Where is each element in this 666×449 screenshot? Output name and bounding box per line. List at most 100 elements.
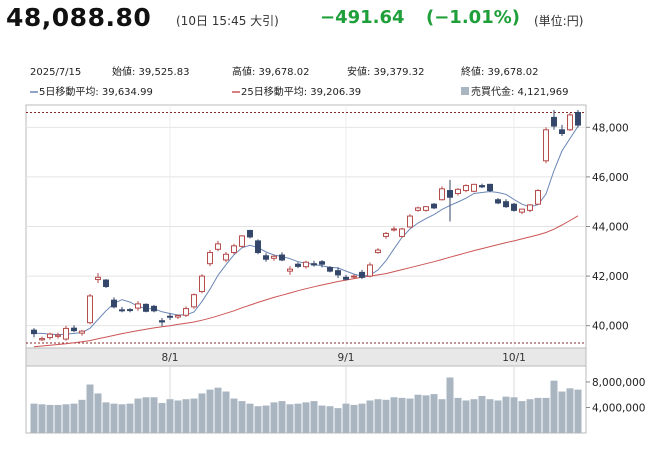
candle-body: [559, 129, 565, 135]
volume-axis-ticks: 4,000,000 8,000,000: [586, 377, 645, 414]
candle: [87, 293, 93, 325]
candle-body: [407, 215, 413, 228]
candle: [519, 208, 525, 215]
candle: [327, 266, 333, 273]
date-tick-label: 9/1: [338, 352, 355, 364]
volume-bar: [326, 406, 334, 433]
volume-bar: [398, 397, 406, 433]
candle-body: [343, 276, 349, 280]
candle-body: [279, 254, 285, 261]
volume-bar: [502, 396, 510, 433]
volume-bar: [126, 403, 134, 433]
grid-lines: [26, 105, 586, 433]
candle: [423, 206, 429, 212]
volume-bar: [390, 397, 398, 433]
info-close: 終値: 39,678.02: [461, 65, 538, 78]
candle-body: [127, 309, 133, 312]
candle: [495, 197, 501, 205]
volume-bar: [262, 405, 270, 433]
volume-bar: [470, 399, 478, 433]
volume-bar: [350, 404, 358, 433]
candle-body: [391, 228, 397, 231]
volume-bar: [430, 394, 438, 433]
candle: [311, 260, 317, 267]
candle-body: [431, 203, 437, 209]
candle-body: [263, 255, 269, 260]
volume-bar: [270, 402, 278, 433]
volume-bar: [110, 403, 118, 433]
candle: [119, 306, 125, 313]
volume-bar: [238, 401, 246, 433]
price-tick-label: 48,000: [592, 122, 629, 134]
candle: [55, 332, 61, 339]
volume-bar: [566, 388, 574, 433]
volume-bar: [54, 404, 62, 433]
volume-bar: [222, 391, 230, 433]
candle-body: [415, 207, 421, 211]
price-tick-label: 40,000: [592, 321, 629, 333]
price-tick-label: 44,000: [592, 222, 629, 234]
candle: [447, 179, 453, 222]
candle-body: [503, 201, 509, 208]
candle-body: [471, 183, 477, 192]
candle-body: [183, 308, 189, 316]
ma25-line: [33, 215, 579, 348]
volume-bar: [230, 398, 238, 433]
candle: [79, 329, 85, 336]
volume-bar: [550, 380, 558, 433]
candle: [535, 189, 541, 205]
candle: [279, 252, 285, 262]
volume-bar: [190, 398, 198, 433]
candle-body: [31, 329, 37, 335]
candle-body: [311, 263, 317, 266]
volume-bar: [62, 404, 70, 433]
candle-body: [95, 276, 101, 281]
volume-bar: [542, 397, 550, 433]
candle: [255, 239, 261, 255]
candle: [503, 199, 509, 208]
volume-bar: [134, 398, 142, 433]
candle-body: [367, 264, 373, 277]
candle-body: [207, 252, 213, 265]
candle-body: [47, 333, 53, 339]
info-volume: 売買代金: 4,121,969: [471, 85, 568, 98]
candle: [351, 274, 357, 279]
volume-bar: [334, 408, 342, 433]
candle: [527, 204, 533, 213]
volume-bar: [510, 397, 518, 433]
candle: [111, 297, 117, 309]
candle: [319, 259, 325, 268]
candle: [127, 308, 133, 313]
candle: [167, 313, 173, 320]
volume-tick-label: 4,000,000: [592, 402, 645, 414]
candle-body: [103, 279, 109, 288]
volume-bar: [94, 393, 102, 433]
info-ma25: 25日移動平均: 39,206.39: [241, 85, 361, 98]
candle-body: [39, 338, 45, 341]
volume-bar: [518, 401, 526, 433]
unit-label: (単位:円): [534, 14, 584, 28]
volume-bar: [494, 400, 502, 433]
candle: [399, 227, 405, 238]
volume-bar: [422, 395, 430, 433]
candle-body: [327, 266, 333, 272]
volume-bar: [182, 399, 190, 433]
volume-bar: [174, 400, 182, 433]
volume-bar: [78, 399, 86, 433]
candle-body: [383, 232, 389, 237]
info-date: 2025/7/15: [30, 67, 81, 78]
candle: [479, 183, 485, 189]
candle-body: [55, 334, 61, 337]
info-low: 安値: 39,379.32: [347, 65, 424, 78]
volume-bar: [38, 404, 46, 433]
date-axis-ticks: 8/1 9/1 10/1: [162, 352, 526, 364]
candle: [199, 274, 205, 294]
candle-body: [439, 188, 445, 201]
candle: [247, 229, 253, 239]
candle-body: [519, 208, 525, 213]
candle-body: [135, 303, 141, 309]
volume-bar: [150, 397, 158, 433]
reference-lines: [26, 111, 586, 344]
volume-bar: [310, 401, 318, 433]
